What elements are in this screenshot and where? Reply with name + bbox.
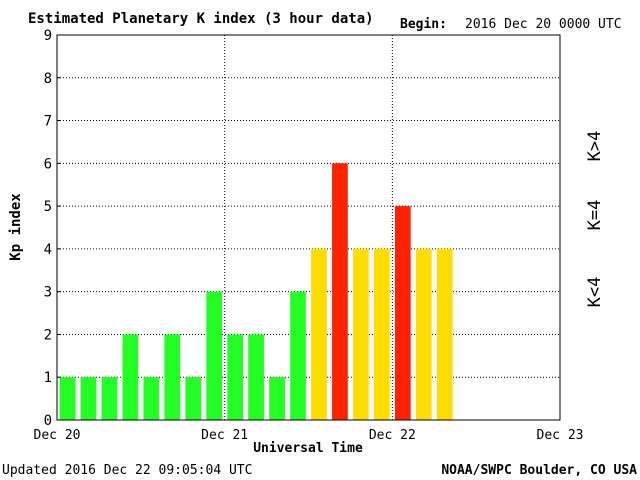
begin-value: 2016 Dec 20 0000 UTC xyxy=(465,17,622,32)
y-tick-label: 9 xyxy=(44,28,52,44)
y-tick-label: 0 xyxy=(44,413,52,429)
x-tick-label: Dec 21 xyxy=(201,428,248,443)
x-tick-labels: Dec 20 Dec 21 Dec 22 Dec 23 xyxy=(34,428,584,443)
source-credit: NOAA/SWPC Boulder, CO USA xyxy=(441,463,637,478)
legend-k-greater-4: K>4 xyxy=(585,131,605,162)
x-tick-label: Dec 20 xyxy=(34,428,81,443)
bar xyxy=(353,248,369,420)
bar xyxy=(436,248,453,420)
x-tick-label: Dec 23 xyxy=(537,428,584,443)
bar xyxy=(373,248,390,420)
bar xyxy=(394,206,411,420)
legend-k-less-4: K<4 xyxy=(585,277,605,308)
plot-frame xyxy=(56,34,561,421)
bar xyxy=(227,334,244,420)
y-tick-label: 4 xyxy=(44,242,52,258)
bar xyxy=(122,334,139,420)
bar xyxy=(248,334,264,420)
begin-label: Begin: xyxy=(400,17,447,32)
y-tick-label: 1 xyxy=(44,370,52,386)
bar xyxy=(143,377,160,420)
chart-title: Estimated Planetary K index (3 hour data… xyxy=(28,11,374,27)
y-tick-labels: 0 1 2 3 4 5 6 7 8 9 xyxy=(44,28,61,429)
legend-k-equal-4: K=4 xyxy=(585,200,605,231)
bar xyxy=(290,291,306,420)
y-tick-label: 2 xyxy=(44,327,52,343)
bar xyxy=(164,334,181,420)
y-tick-label: 3 xyxy=(44,285,52,301)
bar xyxy=(269,377,285,420)
bar xyxy=(80,377,97,420)
bar xyxy=(332,163,348,421)
updated-timestamp: Updated 2016 Dec 22 09:05:04 UTC xyxy=(2,463,252,478)
bar xyxy=(206,291,223,420)
bar xyxy=(415,248,432,420)
y-tick-label: 5 xyxy=(44,199,52,215)
bar xyxy=(185,377,202,420)
bar xyxy=(311,248,327,420)
y-tick-label: 8 xyxy=(44,71,52,87)
y-tick-label: 6 xyxy=(44,156,52,172)
bars-group xyxy=(59,163,453,421)
y-tick-label: 7 xyxy=(44,114,52,130)
x-tick-label: Dec 22 xyxy=(369,428,416,443)
y-axis-label: Kp index xyxy=(8,193,24,261)
bar xyxy=(59,377,76,420)
bar xyxy=(101,377,118,420)
grid-lines xyxy=(57,35,560,420)
x-axis-label: Universal Time xyxy=(253,441,363,456)
